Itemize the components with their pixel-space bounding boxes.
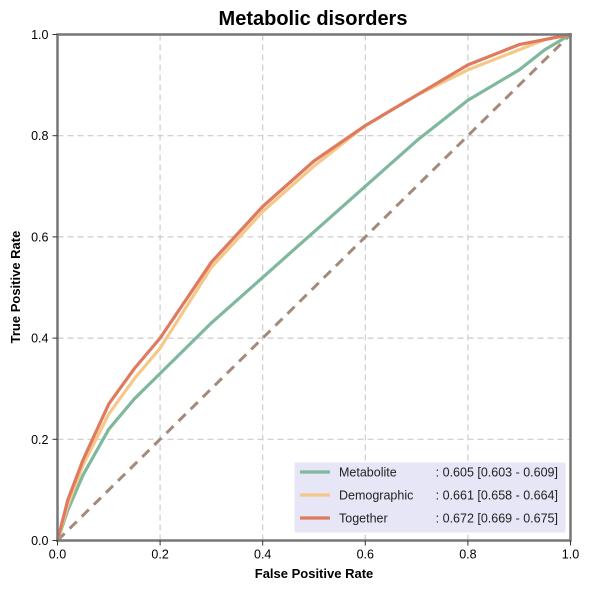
x-tick-label: 0.4	[254, 548, 271, 562]
x-tick-label: 0.6	[357, 548, 374, 562]
legend-items: Metabolite : 0.605 [0.603 - 0.609] Demogra…	[300, 466, 558, 526]
series-line-demographic	[55, 32, 573, 543]
grid-lines	[57, 34, 571, 541]
series-line-metabolite	[55, 32, 573, 543]
y-tick-label: 0.0	[31, 534, 48, 548]
y-tick-label: 1.0	[31, 28, 48, 42]
diagonal-layer	[56, 33, 572, 542]
y-tick-label: 0.2	[31, 433, 48, 447]
x-axis-label: False Positive Rate	[255, 566, 374, 581]
plot-frame	[56, 33, 572, 542]
x-tick-label: 0.8	[459, 548, 476, 562]
diagonal-reference-line	[56, 33, 572, 542]
chart-title: Metabolic disorders	[219, 8, 408, 30]
y-ticks: 0.0 0.2 0.4 0.6 0.8 1.0	[31, 28, 58, 548]
y-tick-label: 0.4	[31, 332, 48, 346]
legend: Metabolite : 0.605 [0.603 - 0.609] Demogra…	[293, 461, 567, 534]
y-axis-label: True Positive Rate	[8, 231, 23, 344]
x-tick-label: 0.0	[49, 548, 66, 562]
series-line-together	[55, 32, 573, 543]
legend-value-metabolite: : 0.605 [0.603 - 0.609]	[436, 466, 558, 480]
y-tick-label: 0.8	[31, 129, 48, 143]
legend-value-demographic: : 0.661 [0.658 - 0.664]	[436, 489, 558, 503]
legend-box	[293, 461, 567, 534]
legend-name-demographic: Demographic	[339, 489, 413, 503]
x-tick-label: 1.0	[562, 548, 579, 562]
series-layer	[55, 32, 573, 543]
legend-value-together: : 0.672 [0.669 - 0.675]	[436, 512, 558, 526]
legend-name-metabolite: Metabolite	[339, 466, 397, 480]
y-tick-label: 0.6	[31, 230, 48, 244]
legend-name-together: Together	[339, 512, 388, 526]
x-tick-label: 0.2	[151, 548, 168, 562]
x-ticks: 0.0 0.2 0.4 0.6 0.8 1.0	[49, 540, 579, 562]
